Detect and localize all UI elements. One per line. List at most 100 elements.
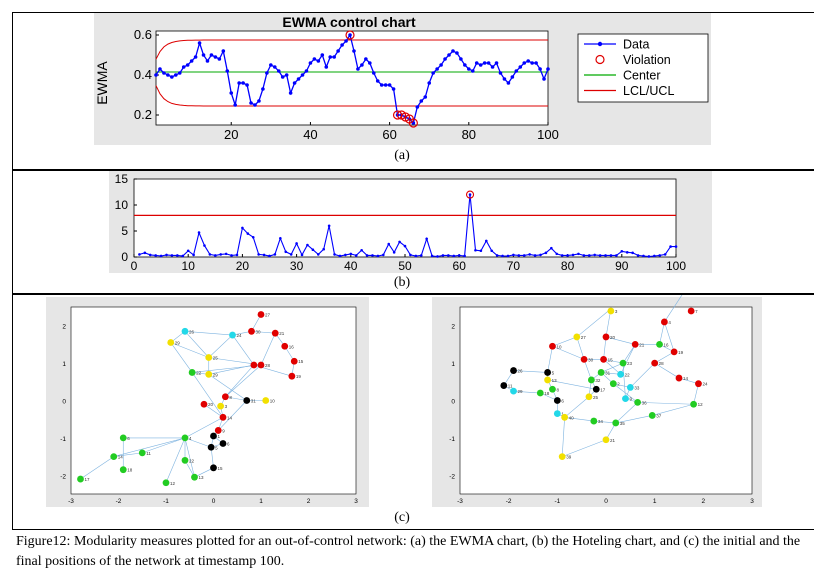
network-initial-node-label: 11 — [146, 451, 151, 456]
network-final-xtick-label: 3 — [750, 498, 754, 505]
ewma-data-point — [352, 49, 356, 53]
network-initial-node — [181, 434, 189, 442]
network-final-node-label: 39 — [566, 455, 572, 460]
panel-c: -3-2-10123210-1-226242925273021161519232… — [12, 294, 814, 530]
network-initial-node-label: 24 — [237, 333, 243, 338]
network-initial-edge — [208, 334, 233, 358]
network-final-node — [602, 333, 610, 341]
network-initial-node — [257, 361, 265, 369]
hotelling-data-point — [468, 193, 472, 196]
network-final-edge — [613, 383, 638, 403]
network-final-node-label: 7 — [695, 309, 698, 314]
ewma-data-point — [328, 55, 333, 59]
network-initial-edge — [232, 334, 255, 366]
network-initial-node-label: 15 — [218, 466, 224, 471]
network-final-node — [634, 398, 642, 406]
ewma-data-point — [265, 71, 269, 75]
network-initial-node — [229, 331, 236, 339]
network-final-xtick-label: -2 — [506, 498, 512, 505]
network-final-edge — [615, 402, 638, 424]
network-final-node — [648, 412, 656, 419]
network-final-node-label: 13 — [552, 378, 558, 383]
hotelling-data-point — [176, 254, 179, 257]
ewma-data-point — [249, 101, 253, 105]
hotelling-data-point — [550, 246, 553, 250]
ewma-data-point — [280, 75, 285, 79]
ewma-data-point — [435, 67, 439, 71]
hotelling-data-point — [262, 253, 266, 257]
ewma-legend-data: Data — [623, 38, 649, 52]
ewma-data-point — [304, 69, 309, 73]
network-initial-node-label: 21 — [279, 331, 285, 336]
hotelling-data-point — [425, 237, 428, 241]
network-initial-edge — [184, 417, 224, 439]
hotelling-data-point — [170, 254, 174, 257]
figure-caption: Figure12: Modularity measures plotted fo… — [16, 534, 801, 569]
hotelling-data-point — [246, 232, 250, 235]
hotelling-data-point — [159, 254, 163, 258]
ewma-data-point — [241, 81, 245, 85]
network-initial-node-label: 17 — [85, 477, 91, 482]
network-final-node — [617, 370, 624, 378]
hotelling-data-point — [354, 254, 358, 257]
hotelling-data-point — [398, 240, 401, 244]
ewma-xtick-label: 60 — [382, 127, 396, 142]
ewma-data-point — [340, 43, 344, 47]
ewma-violation-marker — [408, 118, 418, 128]
network-final-edge — [576, 336, 585, 360]
hotelling-data-point — [230, 254, 233, 257]
network-initial-edge — [260, 333, 276, 366]
network-final-node-label: 30 — [588, 357, 594, 362]
hotelling-ytick-label: 15 — [115, 172, 129, 186]
ewma-ytick-label: 0.2 — [134, 107, 152, 122]
ewma-data-point — [375, 79, 380, 83]
network-initial-node-label: 29 — [175, 341, 181, 346]
hotelling-data-point — [306, 243, 309, 247]
ewma-data-point — [253, 103, 257, 107]
network-initial-node — [210, 432, 217, 440]
hotelling-data-point — [251, 235, 255, 239]
network-initial-node — [248, 327, 255, 335]
hotelling-xtick-label: 100 — [666, 259, 686, 273]
network-final-edge — [620, 344, 636, 375]
network-final-node — [631, 341, 639, 348]
ewma-data-point — [443, 57, 447, 61]
hotelling-data-point — [522, 254, 526, 257]
hotelling-violation-marker — [465, 190, 475, 199]
ewma-legend-violation: Violation — [623, 53, 671, 67]
hotelling-data-point — [365, 254, 369, 257]
network-final-xtick-label: -1 — [554, 498, 560, 505]
ewma-data-point — [308, 61, 313, 65]
network-final-node-label: 8 — [556, 387, 559, 392]
network-final-node — [553, 397, 561, 404]
ewma-data-point — [451, 49, 455, 53]
network-final-ytick-label: 0 — [451, 399, 455, 406]
ewma-data-point — [455, 51, 459, 55]
network-final-edge — [603, 336, 607, 360]
ewma-data-point — [360, 63, 364, 67]
ewma-data-point — [447, 53, 451, 57]
network-final-node — [609, 380, 617, 388]
network-initial-node — [77, 475, 84, 483]
network-final-node — [607, 307, 615, 315]
network-final-xtick-label: -3 — [457, 498, 463, 505]
ewma-data-point — [272, 65, 277, 69]
network-final-edge — [562, 439, 607, 457]
network-final-node — [544, 376, 551, 384]
hotelling-xtick-label: 60 — [453, 259, 467, 273]
network-final-ytick-label: 2 — [451, 324, 455, 331]
network-initial-ytick-label: 1 — [62, 361, 66, 368]
ewma-data-point — [233, 103, 237, 107]
network-final-node — [510, 387, 517, 395]
network-final-node — [670, 348, 678, 356]
hotelling-data-point — [344, 253, 347, 257]
ewma-data-point — [467, 67, 471, 71]
network-initial-node — [219, 440, 227, 447]
network-final-ytick-label: 1 — [451, 361, 455, 368]
hotelling-data-point — [430, 254, 434, 258]
ewma-data-point — [284, 73, 289, 77]
hotelling-data-point — [463, 254, 466, 258]
network-initial-node-label: 20 — [208, 402, 214, 407]
network-initial-edge — [225, 364, 255, 397]
network-initial-node — [110, 453, 118, 460]
